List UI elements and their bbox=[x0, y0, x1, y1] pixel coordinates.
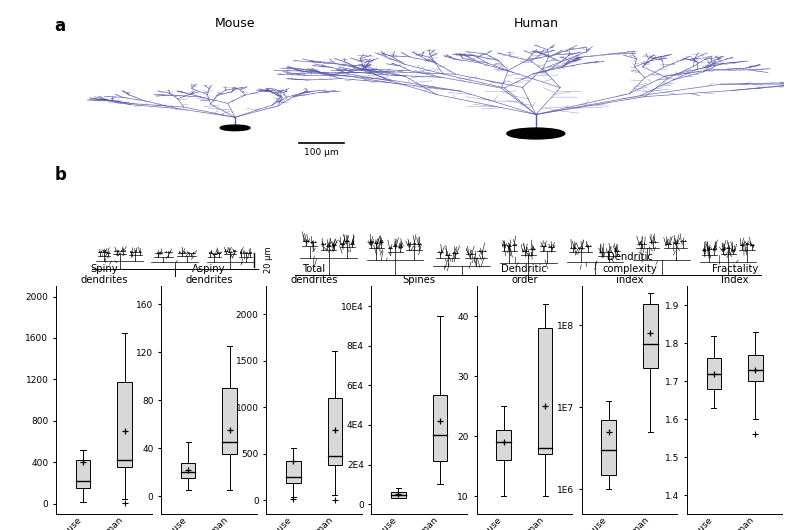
Bar bbox=[602, 420, 616, 475]
Text: Mouse: Mouse bbox=[214, 17, 255, 30]
Title: Fractality
Index: Fractality Index bbox=[711, 264, 758, 286]
Bar bbox=[706, 358, 721, 389]
Circle shape bbox=[507, 128, 565, 139]
Title: Dendritic
complexity
index: Dendritic complexity index bbox=[602, 252, 657, 286]
Bar bbox=[327, 398, 342, 465]
Text: 100 μm: 100 μm bbox=[304, 148, 339, 157]
Bar bbox=[433, 395, 447, 461]
Bar bbox=[181, 463, 195, 478]
Text: a: a bbox=[54, 17, 66, 36]
Bar bbox=[118, 382, 132, 467]
Text: b: b bbox=[54, 166, 66, 184]
Title: Total
dendrites: Total dendrites bbox=[290, 264, 338, 286]
Bar bbox=[748, 355, 762, 381]
Bar bbox=[391, 492, 406, 498]
Title: Spiny
dendrites: Spiny dendrites bbox=[80, 264, 127, 286]
Title: Aspiny
dendrites: Aspiny dendrites bbox=[185, 264, 233, 286]
Text: Human: Human bbox=[514, 17, 558, 30]
Title: Spines: Spines bbox=[402, 276, 436, 286]
Bar bbox=[643, 304, 658, 368]
Bar bbox=[76, 460, 90, 488]
Bar bbox=[496, 430, 511, 460]
Bar bbox=[222, 388, 237, 454]
Title: Dendritic
order: Dendritic order bbox=[502, 264, 547, 286]
Bar bbox=[286, 461, 301, 483]
Text: 20 μm: 20 μm bbox=[264, 246, 273, 273]
Bar bbox=[538, 328, 552, 454]
Circle shape bbox=[220, 125, 250, 131]
